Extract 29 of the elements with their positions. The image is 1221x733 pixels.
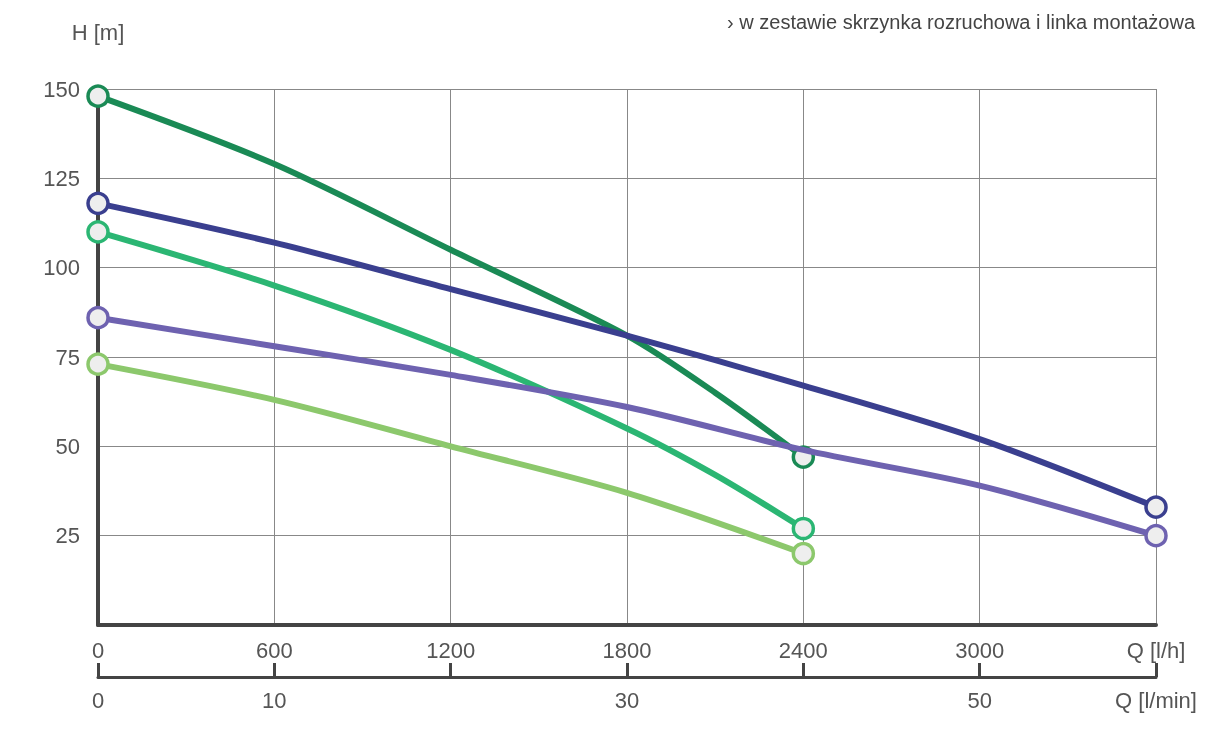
point (1144, 495, 1168, 519)
x-tick-label: 600 (255, 637, 293, 663)
point (86, 220, 110, 244)
x-tick-label: 1200 (426, 637, 476, 663)
point (1144, 523, 1168, 548)
y-tick-label: 125 (43, 165, 80, 191)
point (86, 352, 110, 376)
x-tick-label: 0 (91, 637, 105, 663)
x2-tick-label: 30 (614, 687, 640, 713)
y-tick-label: 50 (55, 433, 80, 459)
point (791, 541, 816, 566)
x-tick-label: Q [l/h] (1126, 637, 1186, 663)
point (86, 305, 110, 330)
point (791, 516, 816, 541)
y-tick-label: 75 (55, 344, 80, 370)
y-tick-label: 100 (43, 255, 80, 281)
x2-tick-label: 0 (91, 687, 105, 713)
y-axis-title: H [m] (71, 19, 125, 45)
x-tick-label: 1800 (602, 637, 652, 663)
point (86, 84, 110, 108)
x2-tick-label: 50 (967, 687, 992, 713)
text: › w zestawie skrzynka rozruchowa i linka montażowa (727, 11, 1196, 33)
x2-tick-label: 10 (262, 687, 287, 713)
y-tick-label: 150 (43, 76, 80, 102)
x-tick-label: 3000 (955, 637, 1005, 663)
point (86, 191, 110, 216)
x-tick-label: 2400 (778, 637, 828, 663)
x2-tick-label: Q [l/min] (1115, 687, 1197, 713)
y-tick-label: 25 (55, 523, 80, 549)
